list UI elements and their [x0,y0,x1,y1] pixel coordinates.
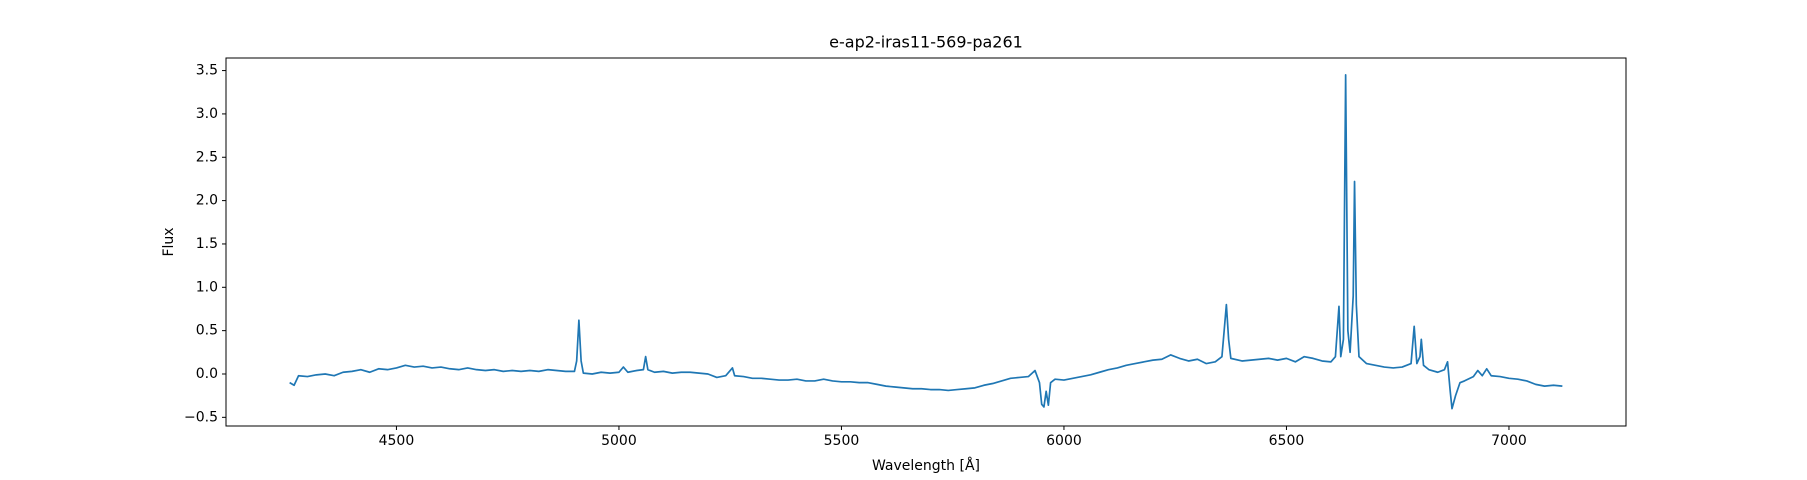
y-tick-label: 1.5 [196,236,218,252]
y-tick-label: 3.5 [196,63,218,79]
x-tick-label: 5000 [601,433,637,449]
y-tick-label: 2.0 [196,193,218,209]
y-tick-label: 1.0 [196,279,218,295]
x-tick-label: 5500 [824,433,860,449]
y-tick-label: 3.0 [196,106,218,122]
x-tick-label: 6500 [1269,433,1305,449]
y-axis-label: Flux [161,227,177,256]
y-tick-label: 2.5 [196,149,218,165]
y-tick-label: −0.5 [184,409,218,425]
y-tick-label: 0.0 [196,366,218,382]
x-tick-label: 6000 [1046,433,1082,449]
x-tick-label: 4500 [379,433,415,449]
x-tick-label: 7000 [1491,433,1527,449]
plot-frame [225,57,1627,427]
x-axis-label: Wavelength [Å] [872,457,980,474]
chart-title: e-ap2-iras11-569-pa261 [829,33,1023,52]
spectrum-line [289,74,1563,410]
y-tick-label: 0.5 [196,323,218,339]
